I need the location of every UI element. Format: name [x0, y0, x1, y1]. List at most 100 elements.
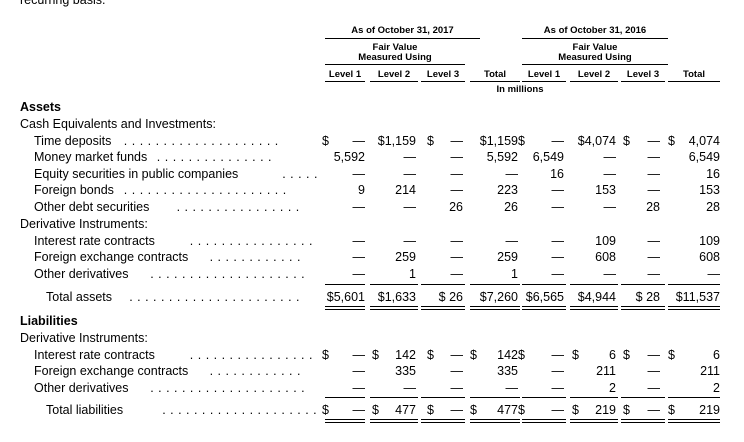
dollar-sign: $ — [623, 403, 630, 417]
subtotal-rule — [325, 397, 365, 398]
cell-value: 6,549 — [532, 150, 564, 164]
cell-value: 608 — [595, 250, 616, 264]
cell-value: 28 — [706, 200, 720, 214]
cell-value: 259 — [395, 250, 416, 264]
cell-value: — — [551, 183, 565, 197]
total-double-rule — [522, 306, 566, 310]
dot-leader: . . . . . . . . . . . . . . . . — [176, 200, 300, 214]
liab-derivatives-heading: Derivative Instruments: — [20, 331, 148, 345]
cell-value: — — [551, 250, 565, 264]
dot-leader: . . . . . . . . . . . . . . . . . . . . — [162, 403, 318, 417]
dollar-sign: $ — [572, 348, 579, 362]
cell-value: 28 — [646, 200, 660, 214]
cell-value: $7,260 — [479, 290, 518, 304]
period-header-2017: As of October 31, 2017 — [351, 25, 454, 36]
cell-value: 109 — [595, 234, 616, 248]
dot-leader: . . . . . . . . . . . . — [209, 250, 301, 264]
cell-value: 26 — [449, 200, 463, 214]
cell-value: — — [505, 381, 519, 395]
row-label: Equity securities in public companies — [34, 167, 239, 181]
total-double-rule — [470, 419, 520, 423]
cell-value: — — [551, 381, 565, 395]
total-double-rule — [421, 419, 465, 423]
cell-value: — — [603, 150, 617, 164]
dollar-sign: $ — [668, 348, 675, 362]
dollar-sign: $ — [518, 403, 525, 417]
units-label: In millions — [496, 84, 544, 95]
dot-leader: . . . . . — [282, 167, 318, 181]
cell-value: $1,633 — [377, 290, 416, 304]
cell-value: — — [450, 234, 464, 248]
cell-value: — — [505, 167, 519, 181]
cell-value: — — [352, 348, 366, 362]
cell-value: — — [352, 134, 366, 148]
fv-rule-2017 — [325, 64, 465, 65]
cell-value: — — [450, 403, 464, 417]
cell-value: $1,159 — [479, 134, 518, 148]
cell-value: — — [647, 183, 661, 197]
cell-value: — — [505, 234, 519, 248]
cell-value: 16 — [706, 167, 720, 181]
cell-value: — — [551, 364, 565, 378]
cell-value: — — [647, 364, 661, 378]
total-double-rule — [325, 419, 365, 423]
intro-text: recurring basis. — [20, 0, 106, 7]
cell-value: — — [551, 267, 565, 281]
cell-value: — — [603, 167, 617, 181]
row-label: Other debt securities — [34, 200, 150, 214]
col-total-2017: Total — [484, 69, 506, 80]
cell-value: — — [403, 381, 417, 395]
cell-value: — — [352, 167, 366, 181]
dollar-sign: $ — [668, 134, 675, 148]
cell-value: — — [450, 250, 464, 264]
total-double-rule — [325, 306, 365, 310]
subtotal-rule — [621, 284, 665, 285]
subtotal-rule — [421, 397, 465, 398]
cell-value: 214 — [395, 183, 416, 197]
cell-value: — — [450, 167, 464, 181]
total-double-rule — [421, 306, 465, 310]
subtotal-rule — [325, 284, 365, 285]
cell-value: — — [450, 364, 464, 378]
cell-value: 1 — [511, 267, 518, 281]
cell-value: — — [647, 250, 661, 264]
dollar-sign: $ — [470, 403, 477, 417]
cell-value: 5,592 — [333, 150, 365, 164]
cell-value: — — [352, 234, 366, 248]
fv-header-2017-line2: Measured Using — [358, 52, 432, 63]
cell-value: 219 — [595, 403, 616, 417]
dollar-sign: $ — [623, 348, 630, 362]
cell-value: — — [450, 150, 464, 164]
row-label: Foreign exchange contracts — [34, 364, 189, 378]
cell-value: 335 — [497, 364, 518, 378]
fv-rule-2016 — [522, 64, 668, 65]
col-level3-2016: Level 3 — [626, 69, 660, 80]
cell-value: — — [647, 403, 661, 417]
col-total-2016: Total — [683, 69, 705, 80]
subtotal-rule — [470, 284, 520, 285]
cell-value: 5,592 — [486, 150, 518, 164]
fv-header-2017-line1: Fair Value — [372, 42, 418, 53]
dot-leader: . . . . . . . . . . . . . . . . — [189, 348, 313, 362]
dollar-sign: $ — [470, 348, 477, 362]
cell-value: — — [352, 364, 366, 378]
cell-value: — — [352, 200, 366, 214]
cell-value: 477 — [395, 403, 416, 417]
cell-value: — — [707, 267, 721, 281]
cell-value: — — [551, 134, 565, 148]
row-label: Other derivatives — [34, 267, 129, 281]
row-label: Time deposits — [34, 134, 112, 148]
col-level3-2017: Level 3 — [426, 69, 460, 80]
cell-value: $1,159 — [377, 134, 416, 148]
cell-value: — — [450, 381, 464, 395]
cell-value: — — [647, 167, 661, 181]
dollar-sign: $ — [372, 348, 379, 362]
dollar-sign: $ — [518, 134, 525, 148]
cell-value: — — [450, 348, 464, 362]
dollar-sign: $ — [427, 403, 434, 417]
cell-value: 153 — [595, 183, 616, 197]
cell-value: 142 — [395, 348, 416, 362]
total-double-rule — [522, 419, 566, 423]
cell-value: 223 — [497, 183, 518, 197]
dot-leader: . . . . . . . . . . . . . . . . — [189, 234, 313, 248]
